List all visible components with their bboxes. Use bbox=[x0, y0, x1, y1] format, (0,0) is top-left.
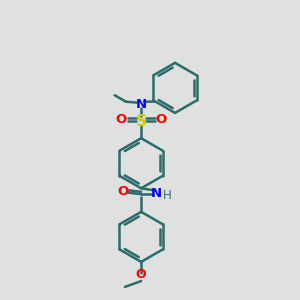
Text: N: N bbox=[136, 98, 147, 111]
Text: O: O bbox=[156, 113, 167, 127]
Text: H: H bbox=[163, 188, 172, 202]
Text: S: S bbox=[136, 114, 147, 129]
Text: O: O bbox=[116, 113, 127, 127]
Text: N: N bbox=[151, 188, 162, 200]
Text: O: O bbox=[117, 185, 128, 198]
Text: O: O bbox=[136, 268, 146, 281]
